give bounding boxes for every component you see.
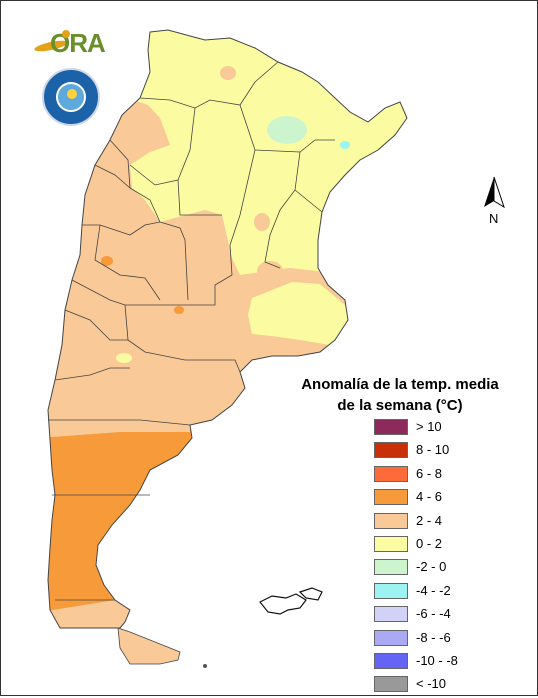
legend-swatch <box>374 489 408 506</box>
legend-label: 2 - 4 <box>416 512 443 528</box>
legend-swatch <box>374 442 408 459</box>
legend-label: > 10 <box>416 419 442 434</box>
legend-swatch <box>374 559 408 576</box>
islas-malvinas <box>259 587 323 615</box>
legend-swatch <box>374 535 408 552</box>
legend-label: 4 - 6 <box>416 489 443 505</box>
smn-seal-logo <box>42 68 100 126</box>
legend-swatch <box>374 629 408 646</box>
north-arrow-icon <box>484 176 505 209</box>
legend-swatch <box>374 465 408 482</box>
legend-label: 0 - 2 <box>416 535 443 551</box>
legend-label: -8 - -6 <box>416 629 451 645</box>
legend-label: -6 - -4 <box>416 606 451 622</box>
ora-logo: ORA <box>33 28 106 58</box>
north-arrow: N <box>480 175 510 230</box>
smn-emblem-icon <box>56 82 86 112</box>
ora-sun-icon <box>62 30 70 38</box>
anomaly-fill <box>48 30 407 628</box>
legend-swatch <box>374 676 408 693</box>
legend-label: 8 - 10 <box>416 442 450 458</box>
legend-label: 6 - 8 <box>416 465 443 481</box>
legend-title-line2: de la semana (°C) <box>337 397 463 414</box>
legend-label: < -10 <box>416 676 446 692</box>
legend-title: Anomalía de la temp. media de la semana … <box>280 374 520 416</box>
province-borders <box>48 61 335 601</box>
legend-label: -10 - -8 <box>416 652 458 668</box>
legend-swatch <box>374 582 408 599</box>
legend-swatch <box>374 512 408 529</box>
north-arrow-label: N <box>489 211 499 226</box>
legend-swatch <box>374 419 408 435</box>
legend-swatch <box>374 606 408 623</box>
sun-icon <box>67 89 77 99</box>
legend-label: -2 - 0 <box>416 559 447 575</box>
isla-de-los-estados <box>203 664 207 668</box>
legend-label: -4 - -2 <box>416 582 451 598</box>
country-outline <box>47 29 408 629</box>
tierra-del-fuego <box>117 627 181 665</box>
ora-logo-text: ORA <box>50 28 106 58</box>
legend-title-line1: Anomalía de la temp. media <box>301 376 499 393</box>
legend-swatch <box>374 652 408 669</box>
